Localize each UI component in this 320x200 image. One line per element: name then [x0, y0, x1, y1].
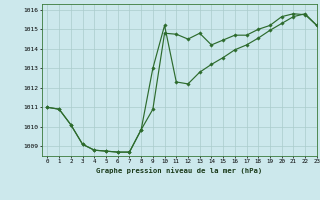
X-axis label: Graphe pression niveau de la mer (hPa): Graphe pression niveau de la mer (hPa)	[96, 167, 262, 174]
